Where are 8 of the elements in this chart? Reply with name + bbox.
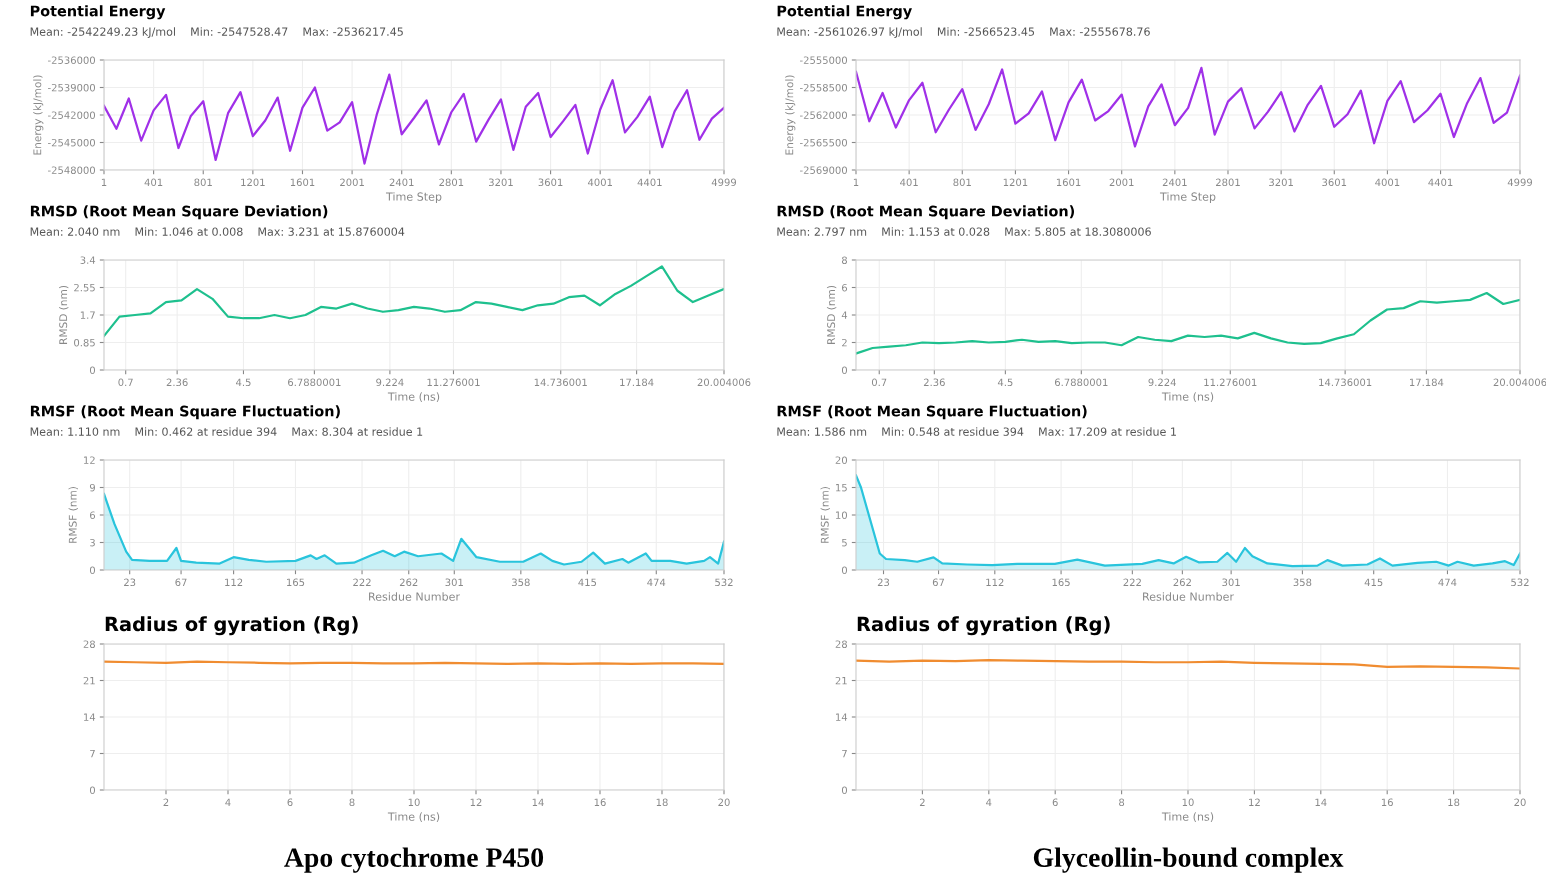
line-series [104,73,724,165]
line-series [856,66,1520,148]
text: Glyceollin-bound complex [1033,847,1344,873]
chart-title: Radius of gyration (Rg) [105,616,358,636]
line-series [856,291,1520,355]
chart-title: Radius of gyration (Rg) [857,616,1110,636]
line-series [104,265,724,338]
text: Apo cytochrome P450 [284,847,544,873]
